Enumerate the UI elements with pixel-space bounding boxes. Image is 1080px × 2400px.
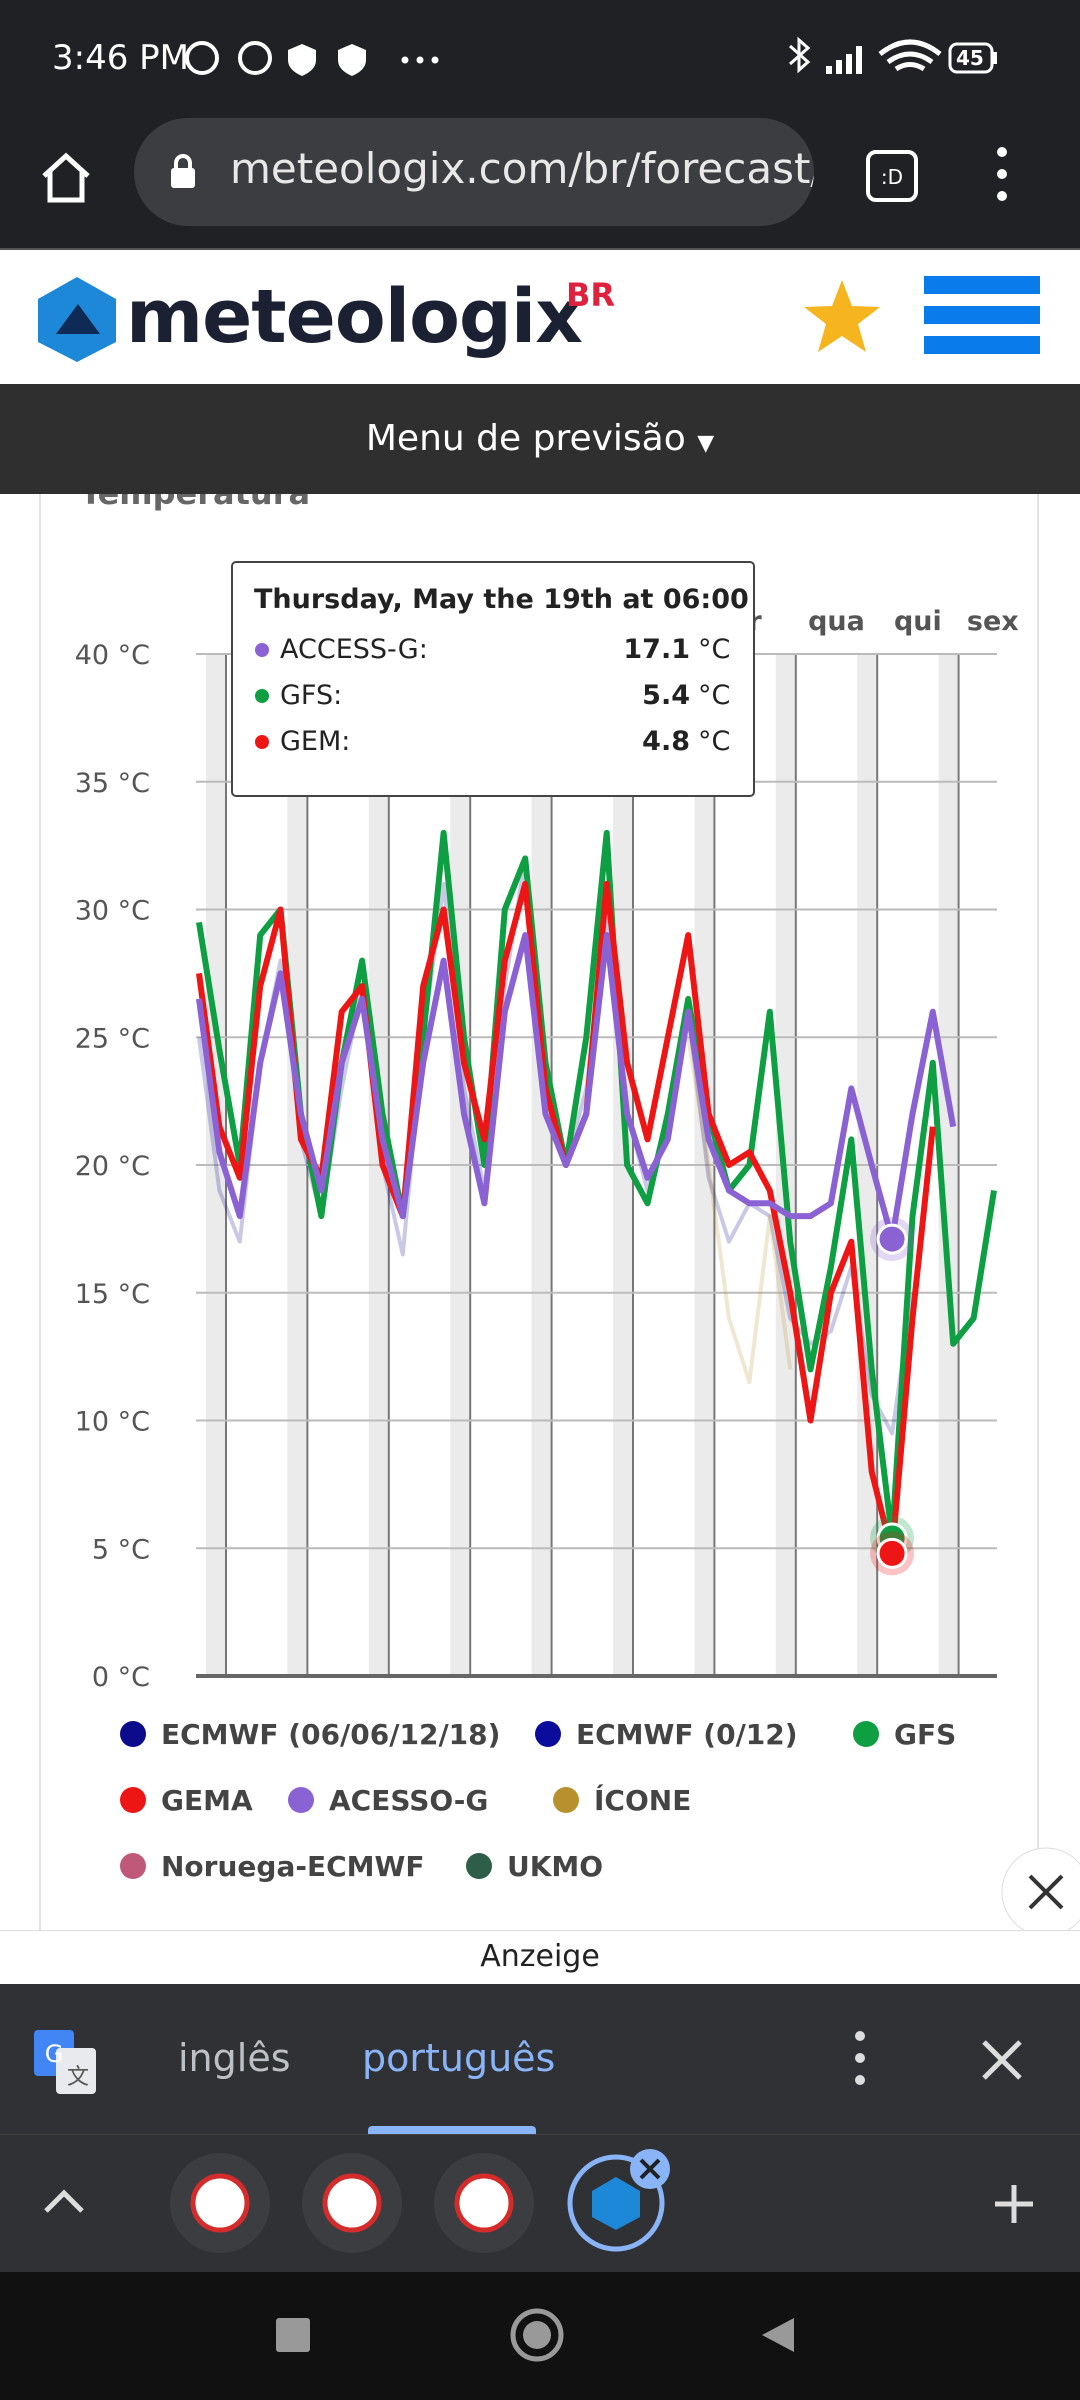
favorite-star[interactable] (800, 276, 884, 356)
translate-close[interactable] (978, 2036, 1026, 2084)
navigation-bar (0, 2272, 1080, 2400)
hover-point (876, 1223, 908, 1255)
home-button[interactable] (36, 148, 96, 208)
clock: 3:46 PM (52, 38, 189, 78)
lock-icon (171, 154, 195, 188)
legend-label: ÍCONE (594, 1783, 691, 1817)
status-bar: 3:46 PM 45 (0, 0, 1080, 118)
hover-point (876, 1537, 908, 1569)
brand-name: meteologix (126, 274, 583, 360)
tooltip-value: 5.4 (642, 680, 690, 711)
system-icons (789, 36, 997, 74)
tab-icons (44, 2149, 1033, 2253)
tooltip-series: ACCESS-G: (280, 634, 428, 665)
y-tick-label: 0 °C (92, 1662, 150, 1693)
tooltip-value: 17.1 (623, 634, 690, 665)
tooltip-unit: °C (698, 680, 730, 711)
tab-strip (0, 2134, 1080, 2273)
legend-label: ACESSO-G (329, 1784, 488, 1817)
y-tick-label: 35 °C (75, 768, 150, 799)
svg-text::D: :D (881, 165, 903, 189)
legend-label: UKMO (507, 1850, 603, 1883)
browser-toolbar: meteologix.com/br/forecast/ :D (0, 118, 1080, 250)
legend-label: GEMA (161, 1784, 253, 1817)
day-label: qui (894, 606, 942, 637)
legend-swatch (288, 1787, 314, 1813)
battery-level: 45 (956, 46, 984, 70)
legend-label: ECMWF (0/12) (576, 1718, 798, 1751)
tab-switcher[interactable]: :D (862, 146, 922, 206)
status-icons (185, 41, 439, 76)
svg-text:文: 文 (67, 2065, 89, 2090)
lang-from[interactable]: inglês (178, 2036, 291, 2080)
tooltip-series: GFS: (280, 680, 342, 711)
tooltip-series: GEM: (280, 726, 350, 757)
menu-label: Menu de previsão (365, 418, 686, 459)
series-line (686, 1036, 793, 1385)
tooltip-value: 4.8 (642, 726, 690, 757)
y-tick-label: 5 °C (92, 1534, 150, 1565)
nav-buttons (276, 2308, 794, 2362)
brand-suffix: BR (566, 276, 616, 314)
tooltip: Thursday, May the 19th at 06:00 ACCESS-G… (231, 561, 755, 797)
tooltip-dot (255, 689, 269, 703)
y-tick-label: 40 °C (75, 640, 150, 671)
hamburger-menu[interactable] (924, 274, 1042, 358)
y-tick-label: 30 °C (75, 896, 150, 927)
site-logo (38, 277, 116, 362)
legend-swatch (553, 1787, 579, 1813)
site-header: meteologix BR (0, 250, 1080, 384)
series-line (196, 932, 957, 1243)
tooltip-unit: °C (698, 634, 730, 665)
translate-menu[interactable] (848, 2024, 872, 2094)
ad-label: Anzeige (0, 1930, 1080, 1983)
day-label: qua (808, 606, 865, 637)
legend-swatch (853, 1721, 879, 1747)
close-ad-icon (1028, 1874, 1064, 1910)
y-tick-label: 20 °C (75, 1151, 150, 1182)
chart-title: Temperatura (80, 494, 310, 512)
forecast-menu[interactable]: Menu de previsão ▼ (0, 384, 1080, 494)
tooltip-dot (255, 643, 269, 657)
legend-swatch (120, 1787, 146, 1813)
url-text: meteologix.com/br/forecast/ (230, 144, 814, 193)
legend-swatch (120, 1721, 146, 1747)
tooltip-title: Thursday, May the 19th at 06:00 (254, 584, 749, 615)
legend-label: Noruega-ECMWF (161, 1850, 425, 1883)
svg-text:G: G (45, 2040, 64, 2068)
tooltip-dot (255, 735, 269, 749)
lang-to[interactable]: português (362, 2036, 556, 2080)
y-tick-label: 15 °C (75, 1279, 150, 1310)
active-indicator (368, 2126, 536, 2134)
legend-label: ECMWF (06/06/12/18) (161, 1718, 500, 1751)
translate-icon: G文 (34, 2030, 96, 2094)
legend-swatch (466, 1853, 492, 1879)
tooltip-box (231, 561, 755, 797)
y-tick-label: 25 °C (75, 1023, 150, 1054)
ad-text: Anzeige (480, 1939, 600, 1974)
legend-swatch (535, 1721, 561, 1747)
url-bar[interactable]: meteologix.com/br/forecast/ (134, 118, 814, 226)
legend-label: GFS (894, 1718, 956, 1751)
y-tick-label: 10 °C (75, 1407, 150, 1438)
browser-menu[interactable] (990, 140, 1014, 210)
tooltip-unit: °C (698, 726, 730, 757)
legend-swatch (120, 1853, 146, 1879)
day-label: sex (967, 606, 1019, 637)
